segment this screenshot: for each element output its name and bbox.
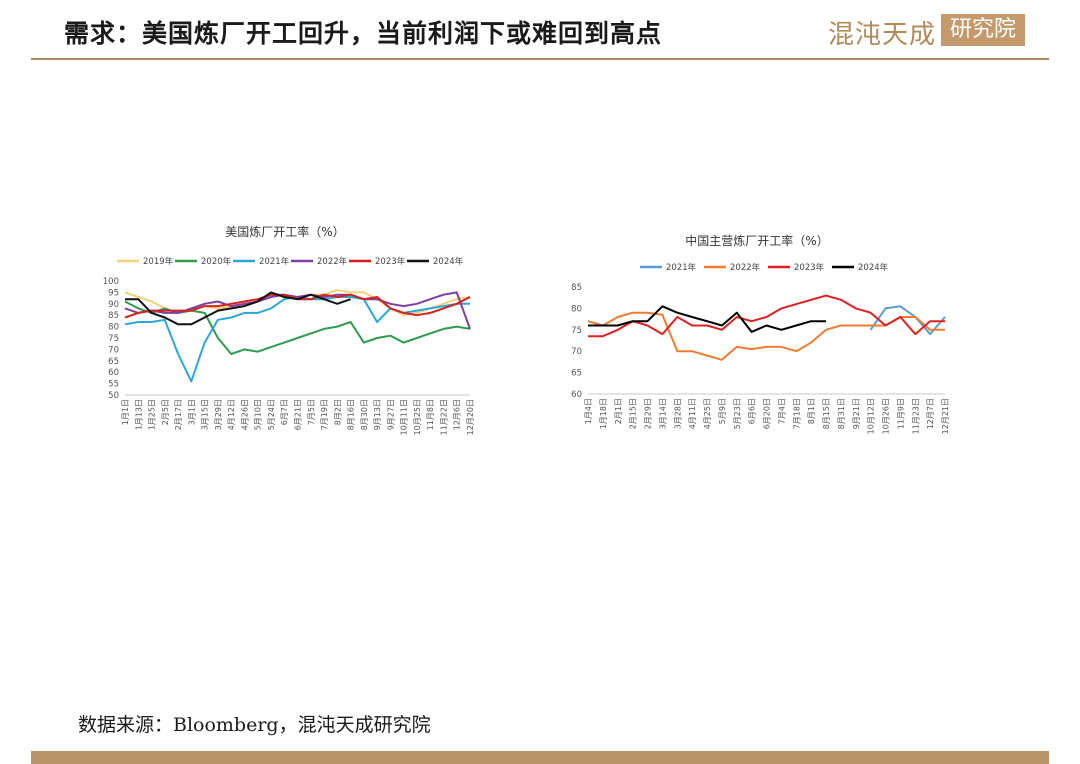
logo-box: 研究院: [941, 14, 1025, 46]
x-tick-label: 1月25日: [148, 399, 157, 430]
x-tick-label: 10月12日: [867, 398, 876, 434]
legend-label: 2023年: [794, 262, 825, 273]
chart-svg: 美国炼厂开工率（%） 2019年 2020年 2021年 2022年 2023年 2024年…: [103, 224, 475, 435]
chart-svg: 中国主营炼厂开工率（%） 2021年 2022年 2023年 2024年 60 65 70 75…: [571, 233, 950, 434]
y-tick-label: 55: [108, 380, 119, 390]
y-tick-label: 65: [108, 357, 119, 367]
x-tick-label: 2月29日: [644, 398, 653, 429]
y-tick-label: 65: [571, 369, 582, 379]
x-tick-label: 3月15日: [201, 399, 210, 430]
x-tick-label: 11月23日: [911, 398, 920, 434]
y-tick-label: 60: [108, 368, 119, 378]
x-tick-label: 1月4日: [584, 398, 593, 424]
y-tick-label: 80: [571, 304, 582, 314]
x-tick-label: 9月13日: [373, 399, 382, 430]
x-tick-label: 4月12日: [227, 399, 236, 430]
x-tick-label: 3月1日: [187, 399, 196, 425]
y-tick-label: 85: [108, 311, 119, 321]
x-tick-label: 1月18日: [599, 398, 608, 429]
x-tick-label: 4月25日: [703, 398, 712, 429]
x-tick-label: 6月20日: [763, 398, 772, 429]
series-line: [124, 293, 471, 319]
x-tick-label: 4月26日: [240, 399, 249, 430]
legend-label: 2020年: [201, 256, 232, 267]
legend-label: 2023年: [375, 256, 406, 267]
x-tick-label: 9月27日: [386, 399, 395, 430]
x-tick-label: 8月2日: [333, 399, 342, 425]
y-tick-label: 60: [571, 390, 582, 400]
legend-label: 2021年: [666, 262, 697, 273]
x-tick-label: 10月26日: [882, 398, 891, 434]
x-tick-label: 8月31日: [837, 398, 846, 429]
x-tick-label: 10月11日: [400, 399, 409, 435]
footer-bar: [31, 751, 1049, 764]
x-tick-label: 2月1日: [614, 398, 623, 424]
x-tick-label: 3月29日: [214, 399, 223, 430]
x-tick-label: 2月15日: [629, 398, 638, 429]
y-tick-label: 50: [108, 391, 119, 401]
x-tick-label: 12月20日: [466, 399, 475, 435]
legend-label: 2022年: [317, 256, 348, 267]
x-tick-label: 6月7日: [280, 399, 289, 425]
x-tick-label: 9月21日: [852, 398, 861, 429]
x-tick-label: 6月6日: [748, 398, 757, 424]
series-line: [869, 305, 946, 336]
x-tick-label: 8月15日: [822, 398, 831, 429]
x-tick-label: 3月28日: [673, 398, 682, 429]
x-tick-label: 4月11日: [688, 398, 697, 429]
x-tick-label: 6月21日: [294, 399, 303, 430]
x-tick-label: 11月8日: [426, 399, 435, 430]
y-tick-label: 95: [108, 288, 119, 298]
series-line: [588, 294, 945, 338]
header-divider: [31, 58, 1049, 60]
x-tick-label: 12月7日: [926, 398, 935, 429]
y-tick-label: 90: [108, 300, 119, 310]
series-line: [588, 305, 826, 333]
x-tick-label: 1月1日: [121, 399, 130, 425]
x-tick-label: 11月9日: [896, 398, 905, 429]
x-tick-label: 7月5日: [307, 399, 316, 425]
legend-label: 2024年: [858, 262, 889, 273]
x-tick-label: 7月19日: [320, 399, 329, 430]
x-tick-label: 12月21日: [941, 398, 950, 434]
logo: 混沌天成 研究院: [828, 12, 1028, 50]
y-tick-label: 70: [571, 347, 582, 357]
x-tick-label: 5月24日: [267, 399, 276, 430]
china-refinery-utilization-chart: 中国主营炼厂开工率（%） 2021年 2022年 2023年 2024年 60 65 70 75…: [560, 228, 955, 443]
x-tick-label: 7月4日: [777, 398, 786, 424]
x-tick-label: 11月22日: [439, 399, 448, 435]
legend-label: 2021年: [259, 256, 290, 267]
chart-title: 美国炼厂开工率（%）: [225, 224, 344, 239]
x-tick-label: 5月23日: [733, 398, 742, 429]
y-tick-label: 100: [103, 277, 119, 287]
x-tick-label: 8月1日: [807, 398, 816, 424]
legend-label: 2022年: [730, 262, 761, 273]
x-tick-label: 5月9日: [718, 398, 727, 424]
legend-label: 2024年: [433, 256, 464, 267]
x-tick-label: 3月14日: [658, 398, 667, 429]
page-title: 需求：美国炼厂开工回升，当前利润下或难回到高点: [64, 19, 663, 48]
chart-title: 中国主营炼厂开工率（%）: [685, 233, 828, 248]
y-tick-label: 75: [571, 326, 582, 336]
y-tick-label: 70: [108, 345, 119, 355]
y-tick-label: 85: [571, 283, 582, 293]
y-tick-label: 75: [108, 334, 119, 344]
series-line: [125, 291, 351, 326]
x-tick-label: 1月13日: [134, 399, 143, 430]
x-tick-label: 8月16日: [347, 399, 356, 430]
x-tick-label: 2月17日: [174, 399, 183, 430]
us-refinery-utilization-chart: 美国炼厂开工率（%） 2019年 2020年 2021年 2022年 2023年 2024年…: [103, 218, 490, 448]
data-source-note: 数据来源：Bloomberg，混沌天成研究院: [78, 714, 431, 736]
logo-text: 混沌天成: [828, 20, 937, 50]
x-tick-label: 8月30日: [360, 399, 369, 430]
x-tick-label: 5月10日: [254, 399, 263, 430]
x-tick-label: 2月5日: [161, 399, 170, 425]
x-tick-label: 12月6日: [453, 399, 462, 430]
y-tick-label: 80: [108, 323, 119, 333]
series-line: [587, 311, 945, 361]
legend-label: 2019年: [143, 256, 174, 267]
x-tick-label: 10月25日: [413, 399, 422, 435]
x-tick-label: 7月18日: [792, 398, 801, 429]
